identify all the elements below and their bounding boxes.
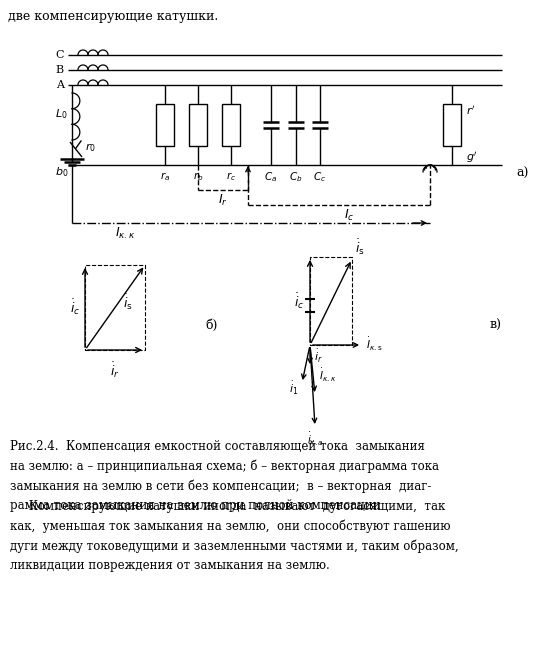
Text: $\dot{i}_r$: $\dot{i}_r$	[110, 360, 120, 380]
Text: а): а)	[516, 167, 528, 180]
Text: $b_0$: $b_0$	[54, 165, 68, 179]
Text: $\mathit{I}_r$: $\mathit{I}_r$	[218, 193, 228, 208]
Bar	[189, 104, 207, 146]
Text: $\dot{i}_c$: $\dot{i}_c$	[294, 291, 304, 311]
Text: A: A	[56, 80, 64, 90]
Text: $\dot{i}_\text{s}$: $\dot{i}_\text{s}$	[355, 237, 365, 257]
Text: $\dot{i}_c$: $\dot{i}_c$	[70, 297, 80, 318]
Bar	[222, 104, 240, 146]
Text: $\mathit{I}_c$: $\mathit{I}_c$	[344, 208, 354, 223]
Bar	[443, 104, 461, 146]
Text: C: C	[56, 50, 64, 60]
Text: $C_c$: $C_c$	[314, 170, 326, 184]
Text: $\dot{i}_\text{s}$: $\dot{i}_\text{s}$	[123, 293, 133, 312]
Text: $g'$: $g'$	[466, 150, 478, 165]
Text: Компенсирующие катушки иногда  называют  дугогасящими,  так
как,  уменьшая ток з: Компенсирующие катушки иногда называют д…	[10, 500, 459, 572]
Text: две компенсирующие катушки.: две компенсирующие катушки.	[8, 10, 219, 23]
Text: $\dot{I}_{\kappa.\kappa}$: $\dot{I}_{\kappa.\kappa}$	[319, 366, 336, 383]
Text: $\dot{i}_1$: $\dot{i}_1$	[289, 380, 298, 397]
Text: $r_0$: $r_0$	[85, 141, 96, 154]
Text: B: B	[56, 65, 64, 75]
Text: $L_0$: $L_0$	[56, 108, 68, 121]
Text: $r_a$: $r_a$	[160, 170, 170, 183]
Text: б): б)	[205, 318, 217, 332]
Text: $C_b$: $C_b$	[289, 170, 303, 184]
Text: $\mathit{I}_{\kappa.\kappa}$: $\mathit{I}_{\kappa.\kappa}$	[115, 226, 136, 241]
Text: $r'$: $r'$	[466, 104, 475, 117]
Text: $\dot{i}_r$: $\dot{i}_r$	[314, 348, 323, 364]
Text: $r_c$: $r_c$	[226, 170, 236, 183]
Bar	[156, 104, 174, 146]
Text: $r_b$: $r_b$	[193, 170, 203, 183]
Text: Рис.2.4.  Компенсация емкостной составляющей тока  замыкания
на землю: а – принц: Рис.2.4. Компенсация емкостной составляю…	[10, 440, 439, 512]
Text: в): в)	[490, 318, 502, 332]
Text: $\dot{i}_{\kappa.a}$: $\dot{i}_{\kappa.a}$	[306, 431, 324, 448]
Text: $\dot{I}_{\kappa.\text{s}}$: $\dot{I}_{\kappa.\text{s}}$	[366, 336, 383, 352]
Text: $C_a$: $C_a$	[265, 170, 277, 184]
